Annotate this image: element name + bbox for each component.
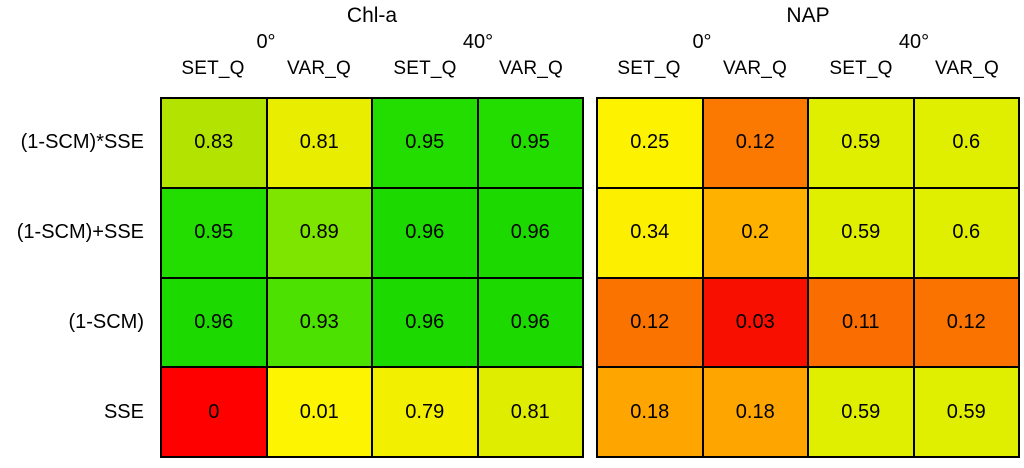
- panel-nap: NAP 0° 40° SET_Q VAR_Q SET_Q VAR_Q 0.25 0.12 0…: [596, 0, 1020, 468]
- panel-title: Chl-a: [346, 4, 398, 27]
- column-header: SET_Q: [829, 58, 893, 79]
- angle-label: 40°: [462, 31, 494, 53]
- heatmap-cell: 0.96: [162, 278, 266, 367]
- heatmap-cell: 0.59: [914, 368, 1018, 456]
- heatmap-cell: 0.01: [267, 368, 371, 456]
- angle-row: 0° 40°: [596, 31, 1020, 54]
- column-header: VAR_Q: [722, 58, 787, 79]
- heatmap-cell: 0.11: [809, 278, 913, 367]
- heatmap-cell: 0.96: [373, 188, 477, 277]
- heatmap-cell: 0.6: [914, 188, 1018, 277]
- heatmap-cell: 0.12: [703, 99, 807, 187]
- heatmap-cell: 0.12: [914, 278, 1018, 367]
- heatmap-cell: 0.96: [478, 188, 582, 277]
- column-header: SET_Q: [617, 58, 681, 79]
- row-label: (1-SCM)+SSE: [16, 220, 144, 243]
- panel-chl-a: Chl-a 0° 40° SET_Q VAR_Q SET_Q VAR_Q 0.83 0.8…: [160, 0, 584, 468]
- column-header: SET_Q: [181, 58, 245, 79]
- row-label: SSE: [103, 401, 144, 424]
- heatmap-cell: 0.95: [478, 99, 582, 187]
- heatmap-cell: 0.81: [267, 99, 371, 187]
- heatmap-cell: 0.12: [598, 278, 702, 367]
- heatmap-cell: 0.96: [373, 278, 477, 367]
- heatmap-cell: 0.93: [267, 278, 371, 367]
- angle-label: 40°: [898, 31, 930, 53]
- angle-label: 0°: [692, 31, 712, 53]
- row-label: (1-SCM)*SSE: [20, 130, 144, 153]
- angle-label: 0°: [256, 31, 276, 53]
- column-header: VAR_Q: [286, 58, 351, 79]
- heatmap-cell: 0.96: [478, 278, 582, 367]
- heatmap-cell: 0.89: [267, 188, 371, 277]
- column-header: SET_Q: [393, 58, 457, 79]
- heatmap-cell: 0.95: [373, 99, 477, 187]
- column-header: VAR_Q: [934, 58, 999, 79]
- heatmap-cell: 0.18: [703, 368, 807, 456]
- angle-row: 0° 40°: [160, 31, 584, 54]
- heatmap-cell: 0.25: [598, 99, 702, 187]
- heatmap-cell: 0.34: [598, 188, 702, 277]
- row-label: (1-SCM): [68, 311, 144, 334]
- heatmap-cell: 0.59: [809, 188, 913, 277]
- heatmap-cell: 0.03: [703, 278, 807, 367]
- heatmap-cell: 0.59: [809, 99, 913, 187]
- column-header-row: SET_Q VAR_Q SET_Q VAR_Q: [596, 57, 1020, 81]
- heatmap-cell: 0.79: [373, 368, 477, 456]
- heatmap-cell: 0.18: [598, 368, 702, 456]
- column-header-row: SET_Q VAR_Q SET_Q VAR_Q: [160, 57, 584, 81]
- column-header: VAR_Q: [498, 58, 563, 79]
- heatmap-grid: 0.25 0.12 0.59 0.6 0.34 0.2 0.59 0.6 0.12 0.03 0.1…: [596, 97, 1020, 458]
- heatmap-cell: 0.81: [478, 368, 582, 456]
- heatmap-cell: 0.59: [809, 368, 913, 456]
- panel-title: NAP: [786, 4, 830, 27]
- heatmap-cell: 0.95: [162, 188, 266, 277]
- heatmap-cell: 0: [162, 368, 266, 456]
- heatmap-cell: 0.83: [162, 99, 266, 187]
- heatmap-grid: 0.83 0.81 0.95 0.95 0.95 0.89 0.96 0.96 0.96 0.93…: [160, 97, 584, 458]
- row-labels: (1-SCM)*SSE (1-SCM)+SSE (1-SCM) SSE: [0, 97, 152, 458]
- heatmap-cell: 0.2: [703, 188, 807, 277]
- heatmap-cell: 0.6: [914, 99, 1018, 187]
